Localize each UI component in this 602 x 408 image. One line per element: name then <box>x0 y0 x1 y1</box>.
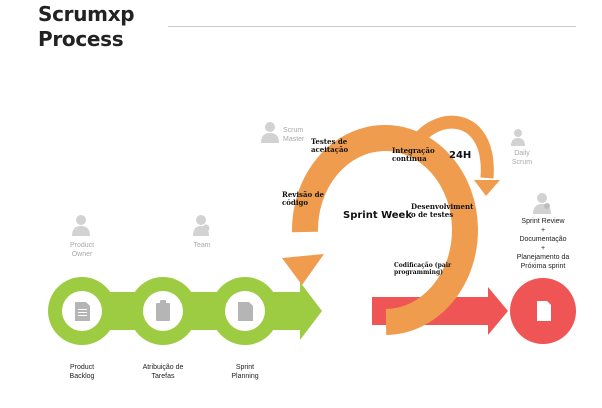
role-label-daily-scrum: Daily Scrum <box>511 150 533 166</box>
title-divider <box>168 26 576 27</box>
role-label-scrum-master: Scrum Master <box>283 127 305 143</box>
activity-integracao-continua: Integração contínua <box>392 146 435 163</box>
document-icon <box>238 302 253 321</box>
person-icon <box>261 122 279 143</box>
team-icon <box>511 129 525 146</box>
activity-revisao-codigo: Revisão de código <box>282 190 324 207</box>
sprint-week-label: Sprint Week <box>343 210 412 221</box>
role-label-product-owner: Product Owner <box>69 242 95 258</box>
clipboard-icon <box>156 300 170 321</box>
daily-cycle-label: 24H <box>449 150 472 161</box>
activity-desenvolvimento-testes: Desenvolviment o de testes <box>411 202 474 219</box>
title-line-1: Scrumxp <box>38 2 135 26</box>
activity-testes-aceitacao: Testes de aceitação <box>311 137 349 154</box>
activity-codificacao: Codificação (pair programming) <box>394 262 452 276</box>
stage-label-atribuicao: Atribuição de Tarefas <box>142 364 184 380</box>
stage-label-product-backlog: Product Backlog <box>69 364 95 380</box>
stage-label-sprint-planning: Sprint Planning <box>231 364 259 380</box>
title-line-2: Process <box>38 27 124 51</box>
review-circle <box>510 278 576 344</box>
person-icon <box>72 215 90 236</box>
person-icon <box>533 193 551 214</box>
daily-scrum-loop <box>406 115 500 196</box>
page-title: Scrumxp Process <box>38 2 135 52</box>
document-icon <box>75 302 90 321</box>
role-label-team: Team <box>193 242 211 249</box>
sprint-week-loop <box>282 125 478 335</box>
sprint-review-label: Sprint Review + Documentação + Planejame… <box>516 218 570 270</box>
team-icon <box>193 215 210 236</box>
